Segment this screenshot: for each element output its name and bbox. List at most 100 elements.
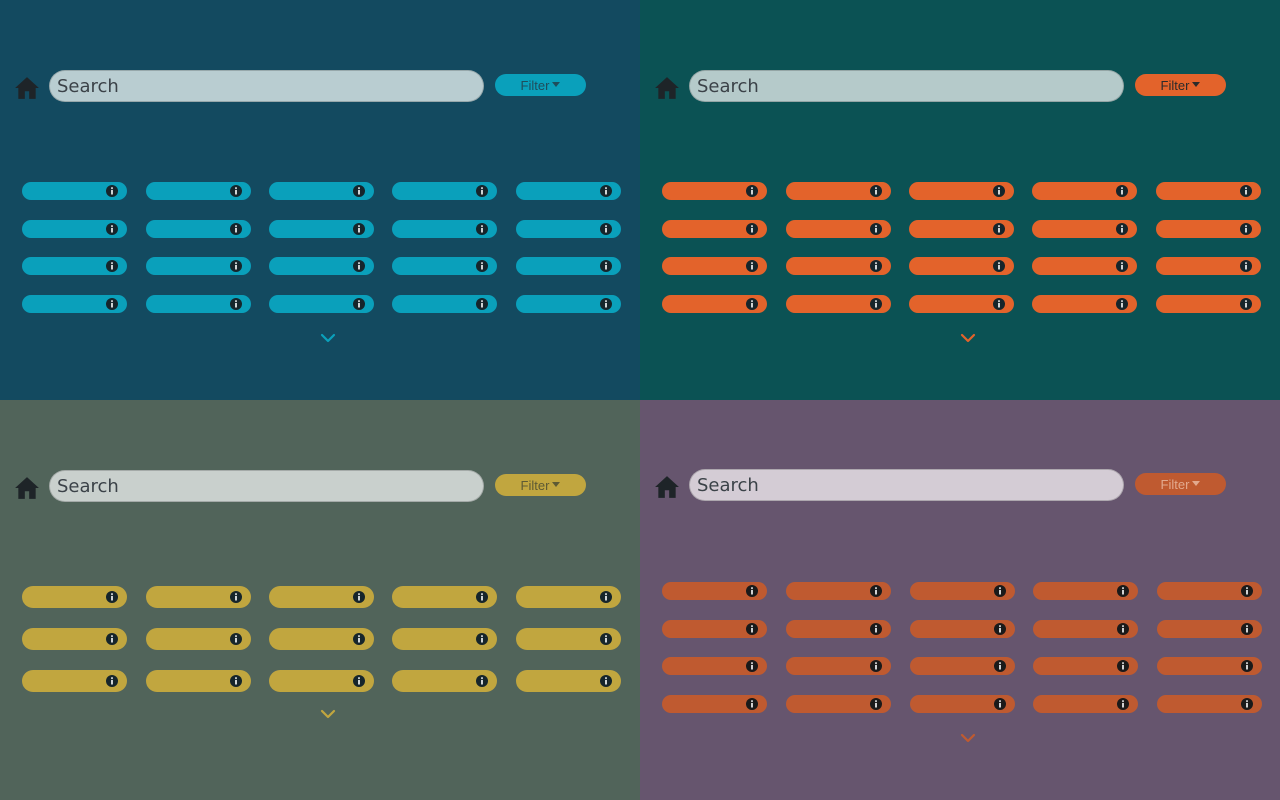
info-icon[interactable]: [1116, 298, 1128, 310]
info-icon[interactable]: [870, 585, 882, 597]
info-icon[interactable]: [353, 633, 365, 645]
info-icon[interactable]: [994, 698, 1006, 710]
option-pill[interactable]: [146, 182, 251, 200]
option-pill[interactable]: [662, 620, 767, 638]
info-icon[interactable]: [353, 591, 365, 603]
info-icon[interactable]: [1240, 298, 1252, 310]
option-pill[interactable]: [22, 295, 127, 313]
info-icon[interactable]: [1117, 698, 1129, 710]
option-pill[interactable]: [909, 295, 1014, 313]
info-icon[interactable]: [994, 585, 1006, 597]
option-pill[interactable]: [1033, 657, 1138, 675]
option-pill[interactable]: [392, 295, 497, 313]
info-icon[interactable]: [106, 633, 118, 645]
info-icon[interactable]: [600, 633, 612, 645]
info-icon[interactable]: [1240, 223, 1252, 235]
info-icon[interactable]: [1241, 698, 1253, 710]
info-icon[interactable]: [230, 633, 242, 645]
info-icon[interactable]: [230, 260, 242, 272]
info-icon[interactable]: [746, 660, 758, 672]
info-icon[interactable]: [1241, 660, 1253, 672]
info-icon[interactable]: [746, 698, 758, 710]
option-pill[interactable]: [662, 295, 767, 313]
search-input[interactable]: [49, 470, 484, 502]
search-input[interactable]: [49, 70, 484, 102]
info-icon[interactable]: [106, 675, 118, 687]
info-icon[interactable]: [476, 675, 488, 687]
option-pill[interactable]: [662, 582, 767, 600]
info-icon[interactable]: [476, 591, 488, 603]
info-icon[interactable]: [746, 185, 758, 197]
option-pill[interactable]: [146, 295, 251, 313]
info-icon[interactable]: [106, 298, 118, 310]
info-icon[interactable]: [600, 298, 612, 310]
option-pill[interactable]: [269, 182, 374, 200]
option-pill[interactable]: [910, 582, 1015, 600]
info-icon[interactable]: [600, 260, 612, 272]
option-pill[interactable]: [1032, 182, 1137, 200]
info-icon[interactable]: [1241, 585, 1253, 597]
info-icon[interactable]: [1117, 660, 1129, 672]
option-pill[interactable]: [516, 257, 621, 275]
option-pill[interactable]: [909, 257, 1014, 275]
option-pill[interactable]: [516, 182, 621, 200]
option-pill[interactable]: [786, 295, 891, 313]
info-icon[interactable]: [476, 260, 488, 272]
option-pill[interactable]: [392, 220, 497, 238]
option-pill[interactable]: [1032, 257, 1137, 275]
option-pill[interactable]: [22, 182, 127, 200]
info-icon[interactable]: [476, 223, 488, 235]
info-icon[interactable]: [1240, 185, 1252, 197]
option-pill[interactable]: [786, 657, 891, 675]
option-pill[interactable]: [909, 220, 1014, 238]
chevron-down-icon[interactable]: [959, 732, 977, 744]
info-icon[interactable]: [600, 185, 612, 197]
info-icon[interactable]: [600, 223, 612, 235]
info-icon[interactable]: [746, 298, 758, 310]
option-pill[interactable]: [269, 670, 374, 692]
option-pill[interactable]: [910, 657, 1015, 675]
info-icon[interactable]: [230, 223, 242, 235]
info-icon[interactable]: [993, 298, 1005, 310]
option-pill[interactable]: [1033, 582, 1138, 600]
option-pill[interactable]: [1157, 620, 1262, 638]
option-pill[interactable]: [1033, 620, 1138, 638]
option-pill[interactable]: [516, 586, 621, 608]
chevron-down-icon[interactable]: [319, 708, 337, 720]
info-icon[interactable]: [993, 223, 1005, 235]
option-pill[interactable]: [1032, 295, 1137, 313]
info-icon[interactable]: [230, 298, 242, 310]
info-icon[interactable]: [746, 585, 758, 597]
filter-button[interactable]: Filter: [495, 474, 586, 496]
home-icon[interactable]: [14, 76, 40, 100]
option-pill[interactable]: [22, 257, 127, 275]
chevron-down-icon[interactable]: [959, 332, 977, 344]
option-pill[interactable]: [22, 586, 127, 608]
info-icon[interactable]: [106, 223, 118, 235]
option-pill[interactable]: [516, 628, 621, 650]
info-icon[interactable]: [1241, 623, 1253, 635]
option-pill[interactable]: [392, 257, 497, 275]
option-pill[interactable]: [269, 257, 374, 275]
info-icon[interactable]: [1117, 585, 1129, 597]
info-icon[interactable]: [870, 623, 882, 635]
option-pill[interactable]: [146, 257, 251, 275]
option-pill[interactable]: [392, 182, 497, 200]
option-pill[interactable]: [1157, 657, 1262, 675]
info-icon[interactable]: [353, 260, 365, 272]
home-icon[interactable]: [654, 475, 680, 499]
info-icon[interactable]: [1116, 185, 1128, 197]
option-pill[interactable]: [22, 220, 127, 238]
info-icon[interactable]: [106, 185, 118, 197]
home-icon[interactable]: [654, 76, 680, 100]
info-icon[interactable]: [353, 223, 365, 235]
info-icon[interactable]: [230, 591, 242, 603]
option-pill[interactable]: [910, 620, 1015, 638]
option-pill[interactable]: [269, 220, 374, 238]
option-pill[interactable]: [662, 657, 767, 675]
search-input[interactable]: [689, 70, 1124, 102]
option-pill[interactable]: [786, 220, 891, 238]
option-pill[interactable]: [146, 586, 251, 608]
filter-button[interactable]: Filter: [1135, 74, 1226, 96]
option-pill[interactable]: [662, 257, 767, 275]
